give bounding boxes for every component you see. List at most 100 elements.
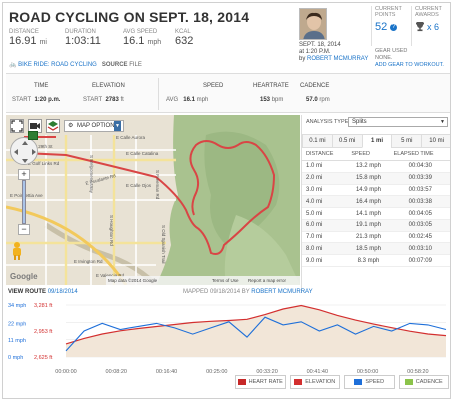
tab-1-mi[interactable]: 1 mi [361,134,393,148]
legend-cadence[interactable]: CADENCE [398,375,449,389]
zoom-slider-track[interactable] [22,180,26,224]
elevation-area [66,305,446,357]
awards-label: CURRENT AWARDS [415,6,442,18]
x-tick: 00:00:00 [55,369,76,375]
map-attribution: Map data ©2014 Google [108,277,158,283]
stat-label: DISTANCE [9,29,39,35]
table-row: 5.0 mi 14.1 mph 00:04:05 [302,207,450,220]
awards-prefix: x [427,21,432,32]
x-tick: 00:16:40 [156,369,177,375]
pan-arrows-icon [14,141,36,163]
stat-unit: mi [39,39,47,46]
split-elapsed: 00:03:38 [389,195,450,209]
street-label: E Calle Ojos [126,183,152,188]
street-label: S Houghton Rd [109,215,114,246]
map-canvas[interactable]: E 29th St E Golf Links Rd E Calle Aurora… [6,115,300,285]
analysis-label: ANALYSIS TYPE [306,119,349,125]
gear-box: GEAR USED NONE. ADD GEAR TO WORKOUT. [375,48,444,69]
sport-line: 🚲 BIKE RIDE: ROAD CYCLING SOURCE FILE [9,61,142,68]
heartrate: 153 bpm [260,97,283,103]
stat-value: 16.1 [123,35,145,47]
split-speed: 8.3 mph [347,254,390,268]
tab-5-mi[interactable]: 5 mi [391,134,423,148]
tab-0-1-mi[interactable]: 0.1 mi [302,134,333,148]
street-label: S Melpomene Way [89,155,94,194]
tab-0-5-mi[interactable]: 0.5 mi [331,134,363,148]
expand-icon [11,120,23,132]
report-error-link[interactable]: Report a map error [248,278,287,283]
zoom-out-button[interactable]: − [18,224,30,235]
start-elev: START 2783 ft [83,97,124,103]
map-options-button[interactable]: ⚙ MAP OPTIONS ▼ [64,120,124,132]
stat-value: 1:03:11 [65,35,101,47]
split-elapsed: 00:04:05 [389,207,450,220]
divider [158,78,159,110]
add-gear-link[interactable]: ADD GEAR TO WORKOUT. [375,62,444,68]
elev-unit: ft [120,97,124,103]
analysis-select[interactable]: Splits ▼ [348,117,448,127]
zoom-in-button[interactable]: + [18,169,30,180]
y-tick-elevation: 2,625 ft [34,355,53,361]
split-speed: 13.2 mph [347,160,390,173]
sport-link[interactable]: BIKE RIDE: ROAD CYCLING [18,62,97,68]
split-speed: 18.5 mph [347,242,390,256]
hr-unit: bpm [271,97,284,103]
mapped-label: MAPPED 09/18/2014 BY [183,289,250,295]
avg-speed-value: 16.1 [183,97,195,103]
splits-panel: ANALYSIS TYPE Splits ▼ 0.1 mi 0.5 mi 1 m… [301,115,450,293]
split-distance: 6.0 mi [302,219,348,232]
map-options-label: MAP OPTIONS [77,123,119,129]
gear-label: GEAR USED [375,48,408,54]
stat-label: DURATION [65,29,96,35]
view-route-label: VIEW ROUTE [8,289,47,295]
split-speed: 15.8 mph [347,172,390,185]
legend-elevation[interactable]: ELEVATION [289,375,340,389]
legend-heart-rate[interactable]: HEART RATE [235,375,286,389]
layers-button[interactable] [46,119,60,133]
page-title: ROAD CYCLING ON SEPT. 18, 2014 [9,9,250,25]
pan-control[interactable] [10,137,38,165]
fullscreen-button[interactable] [10,119,24,133]
street-label: E Irvington Rd [74,259,103,264]
split-elapsed: 00:03:57 [389,184,450,197]
info-icon[interactable]: ? [390,23,398,31]
street-view-icon[interactable] [11,241,23,261]
trophy-icon [416,22,424,32]
split-elapsed: 00:03:39 [389,172,450,185]
speed-unit: mph [196,97,209,103]
split-distance: 5.0 mi [302,207,348,220]
stat-value: 16.91 [9,35,37,47]
stat-duration: DURATION 1:03:11 [65,29,101,47]
split-distance: 2.0 mi [302,172,348,185]
legend-label: SPEED [365,379,385,385]
awards-value: 6 [434,21,440,32]
tab-10-mi[interactable]: 10 mi [421,134,450,148]
y-tick-speed: 34 mph [8,303,26,309]
legend-label: HEART RATE [248,379,283,385]
street-label: E Poinsettia Ave [10,193,43,198]
elevation-line [65,304,447,345]
terms-link[interactable]: Terms of Use [212,278,239,283]
table-row: 9.0 mi 8.3 mph 00:07:09 [302,254,450,268]
y-tick-speed: 22 mph [8,321,26,327]
legend-speed[interactable]: SPEED [344,375,395,389]
route-map[interactable]: E 29th St E Golf Links Rd E Calle Aurora… [6,115,300,285]
mapped-by-link[interactable]: ROBERT MCMURRAY [251,289,313,295]
user-link[interactable]: ROBERT MCMURRAY [307,56,369,62]
mapped-by: MAPPED 09/18/2014 BY ROBERT MCMURRAY [183,289,313,295]
workout-chart[interactable]: 34 mph 22 mph 11 mph 0 mph 3,281 ft 2,953 ft 2… [6,299,451,377]
legend-label: CADENCE [415,379,443,385]
street-label: E Calle Catalina [126,151,159,156]
start-label: START [12,97,32,103]
view-route-link[interactable]: VIEW ROUTE 09/18/2014 [8,289,78,295]
workout-time: at 1:20 P.M. [299,49,331,55]
layers-icon [47,121,59,131]
start-elev-value: 2783 [105,97,119,103]
table-row: 4.0 mi 16.4 mph 00:03:38 [302,195,450,209]
avatar[interactable] [299,8,327,40]
y-tick-elevation: 3,281 ft [34,303,53,309]
split-speed: 14.9 mph [347,184,390,197]
video-icon [30,123,40,129]
zoom-control[interactable]: + − [16,169,32,237]
street-label: E Calle Aurora [116,135,146,140]
